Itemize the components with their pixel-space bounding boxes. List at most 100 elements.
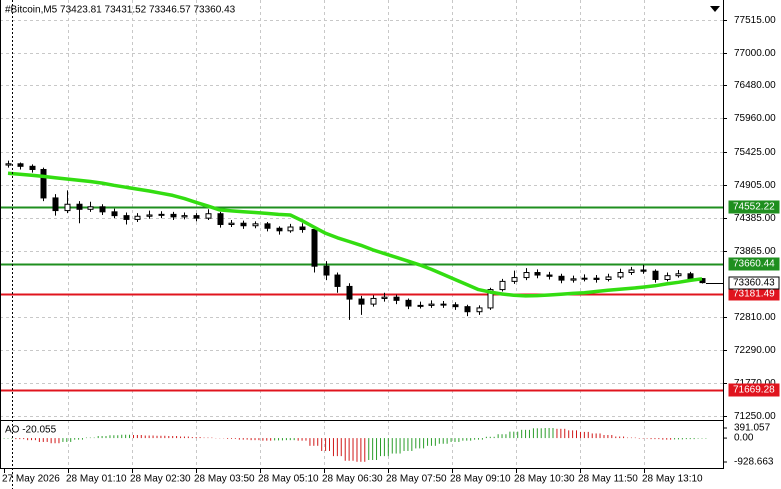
candle-body [358,298,365,305]
x-tick-label: 28 May 10:30 [514,474,575,485]
moving-average [7,171,703,298]
candle-body [99,206,106,213]
price-label-box [728,383,780,397]
candle-body [334,274,341,287]
y-tick-label: 72290.00 [734,345,776,356]
candle-body [546,274,553,277]
x-tick-label: 28 May 03:50 [194,474,255,485]
candle-body [29,165,36,170]
candle-body [381,296,388,299]
candle-body [628,269,635,274]
candle-body [311,229,318,267]
y-tick-label: 73865.00 [734,246,776,257]
y-tick-label: 74385.00 [734,213,776,224]
candle-body [5,163,12,166]
ao-tick-label: 391.057 [734,423,771,434]
candle-body [276,227,283,232]
candle-body [146,214,153,217]
y-tick-label: 75960.00 [734,113,776,124]
candle-body [593,277,600,280]
x-tick-label: 27 May 2026 [2,474,60,485]
x-tick-label: 28 May 11:50 [578,474,638,485]
y-tick-label: 77000.00 [734,48,776,59]
candle-body [675,273,682,277]
price-label: 73181.49 [733,289,775,300]
candle-body [158,213,165,216]
candle-body [487,289,494,309]
candle-body [440,303,447,306]
ao-label: AO -20.055 [5,425,57,436]
candle-body [370,297,377,305]
candle-body [170,213,177,218]
candle-body [511,277,518,282]
candle-body [264,223,271,229]
candle-body [40,168,47,199]
x-tick-label: 28 May 06:30 [322,474,383,485]
candle-body [323,265,330,276]
candle-body [687,273,694,280]
candle-body [664,275,671,280]
candle-body [405,299,412,307]
candle-body [570,278,577,281]
candle-body [87,206,94,210]
price-label-box [728,200,780,214]
candle-body [534,272,541,276]
x-tick-label: 28 May 02:30 [130,474,191,485]
chart-title: #Bitcoin,M5 73423.81 73431.52 73346.57 7… [5,5,236,16]
y-tick-label: 71250.00 [734,411,776,422]
price-label-box [728,276,780,290]
x-tick-label: 28 May 07:50 [386,474,447,485]
price-label: 71669.28 [733,385,775,396]
ao-tick-label: -928.663 [734,457,774,468]
candle-body [123,215,130,220]
price-label: 73360.43 [733,278,775,289]
y-tick-label: 77515.00 [734,15,776,26]
candle-body [346,285,353,300]
candle-body [205,213,212,219]
candle-body [499,280,506,291]
candle-body [464,306,471,313]
candle-body [605,276,612,280]
price-label: 73660.44 [733,259,775,270]
candle-body [558,275,565,281]
candle-body [228,222,235,225]
x-tick-label: 28 May 09:10 [450,474,511,485]
candle-body [417,304,424,307]
candle-body [287,226,294,232]
candle-body [428,303,435,306]
price-label: 74552.22 [733,202,775,213]
x-tick-label: 28 May 01:10 [66,474,127,485]
y-tick-label: 75425.00 [734,147,776,158]
candle-body [476,307,483,313]
candle-body [111,211,118,217]
x-tick-label: 28 May 13:10 [642,474,703,485]
x-tick-label: 28 May 05:10 [258,474,319,485]
candle-body [64,203,71,212]
candle-body [52,197,59,212]
candle-body [134,215,141,220]
candle-body [17,163,24,167]
candle-body [523,272,530,279]
candle-body [252,223,259,227]
candle-body [640,269,647,272]
candle-body [452,304,459,308]
candle-body [193,215,200,219]
candle-body [617,272,624,278]
y-tick-label: 74905.00 [734,180,776,191]
candle-body [652,270,659,280]
candle-body [581,277,588,280]
candle-body [181,215,188,218]
candle-body [76,203,83,210]
candle-body [240,222,247,227]
y-tick-label: 76480.00 [734,80,776,91]
y-tick-label: 72810.00 [734,312,776,323]
ao-tick-label: 0.00 [734,433,754,444]
candle-body [393,296,400,301]
scroll-marker [710,6,720,12]
candle-body [217,213,224,225]
price-label-box [728,257,780,271]
candle-body [299,226,306,231]
